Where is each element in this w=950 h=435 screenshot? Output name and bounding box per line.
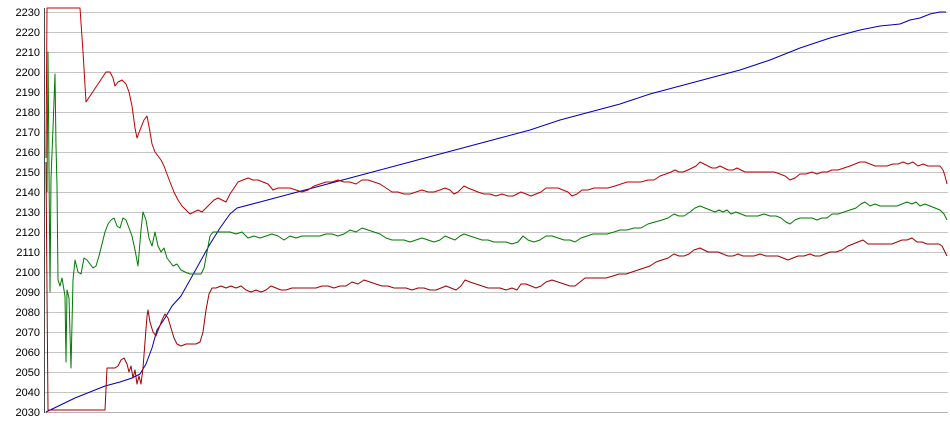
y-tick-label: 2200 [16,67,40,79]
blue-trend-line [45,11,946,413]
red-upper-band-line [45,7,948,215]
y-axis-labels: 2230 2220 2210 2200 2190 2180 2170 2160 2150 2140… [16,7,40,419]
y-tick-label: 2220 [16,27,40,39]
green-mid-line [46,51,948,369]
y-tick-label: 2170 [16,127,40,139]
y-tick-label: 2070 [16,327,40,339]
y-tick-label: 2120 [16,227,40,239]
y-tick-label: 2060 [16,347,40,359]
y-tick-label: 2190 [16,87,40,99]
y-tick-label: 2180 [16,107,40,119]
y-tick-label: 2210 [16,47,40,59]
y-tick-label: 2140 [16,187,40,199]
y-tick-label: 2080 [16,307,40,319]
y-tick-label: 2160 [16,147,40,159]
y-tick-label: 2040 [16,387,40,399]
y-tick-label: 2090 [16,287,40,299]
y-tick-label: 2130 [16,207,40,219]
y-tick-label: 2050 [16,367,40,379]
y-tick-label: 2110 [16,247,40,259]
dark-red-lower-band-line [45,161,948,411]
y-tick-label: 2230 [16,7,40,19]
y-tick-label: 2030 [16,407,40,419]
gridlines [44,12,948,413]
y-tick-label: 2100 [16,267,40,279]
y-tick-label: 2150 [16,167,40,179]
